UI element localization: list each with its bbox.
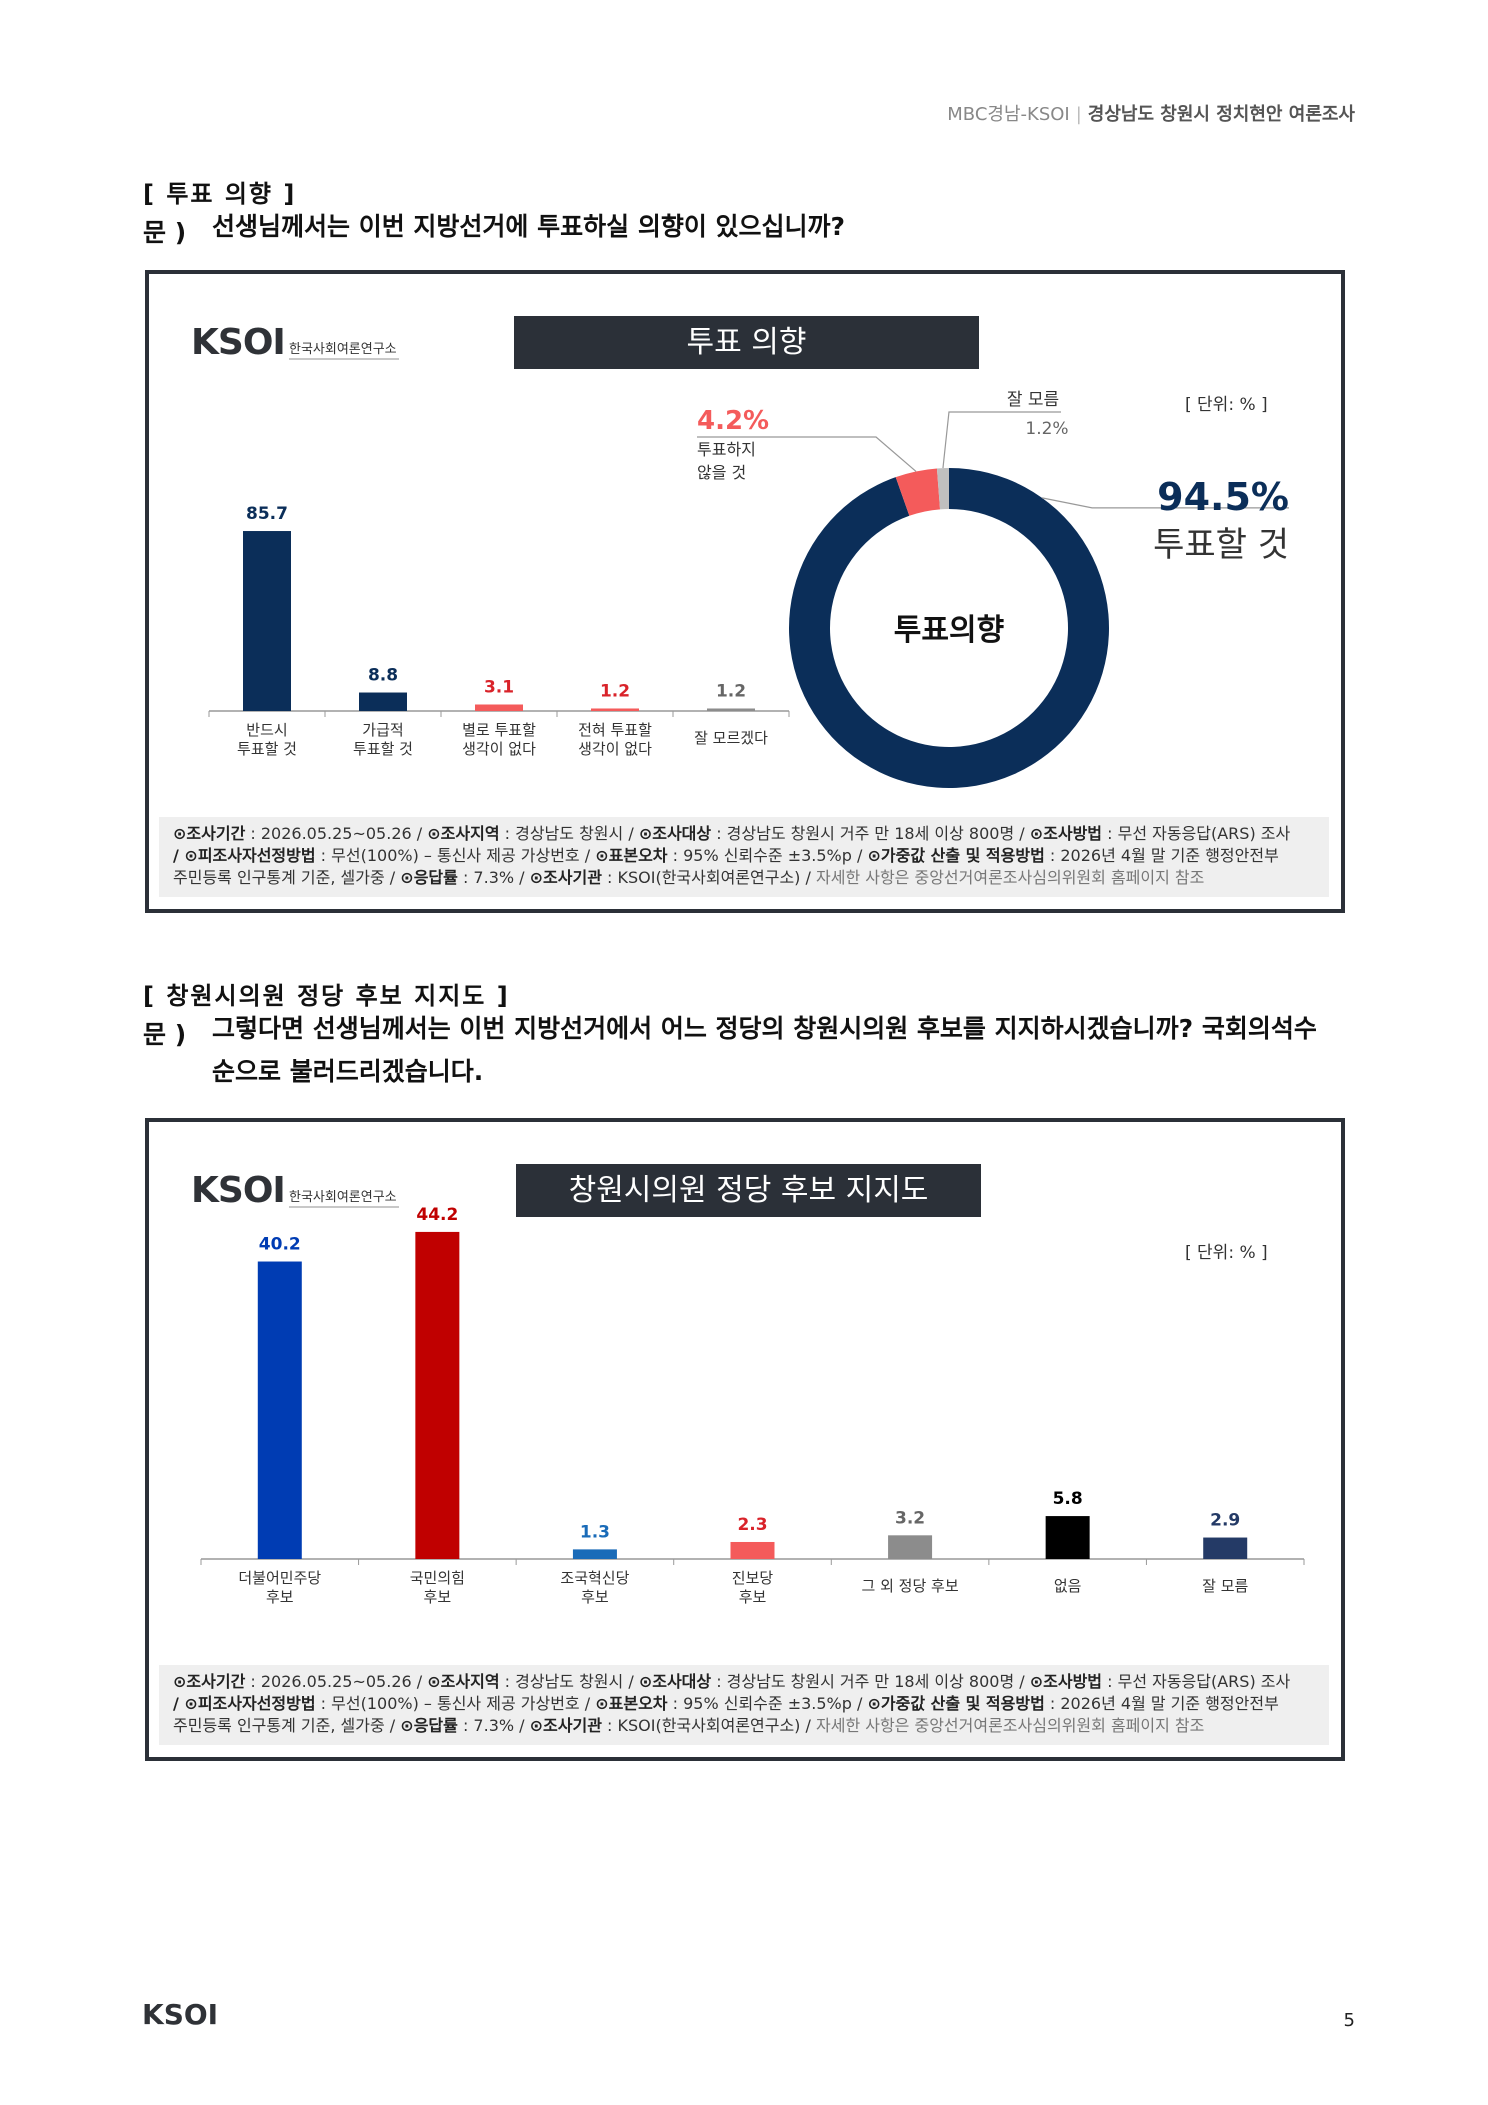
bar-value-label: 3.1 bbox=[484, 677, 514, 697]
category-label: 더불어민주당 bbox=[238, 1569, 321, 1587]
ksoi-logo-icon: KSOI bbox=[191, 322, 286, 363]
bar-value-label: 44.2 bbox=[416, 1205, 458, 1225]
category-label: 후보 bbox=[581, 1588, 609, 1606]
category-label: 전혀 투표할 bbox=[578, 721, 652, 739]
donut-slice bbox=[895, 468, 941, 516]
section2-question-line-1: 그렇다면 선생님께서는 이번 지방선거에서 어느 정당의 창원시의원 후보를 지… bbox=[212, 1014, 1317, 1043]
chart1-logo: KSOI bbox=[191, 322, 286, 363]
bar-value-label: 2.9 bbox=[1210, 1511, 1240, 1531]
category-label: 후보 bbox=[424, 1588, 452, 1606]
donut-center-label: 투표의향 bbox=[894, 613, 1004, 648]
bar-value-label: 1.2 bbox=[716, 681, 746, 701]
category-label: 반드시 bbox=[246, 721, 287, 739]
section1-question-line: 선생님께서는 이번 지방선거에 투표하실 의향이 있으십니까? bbox=[212, 212, 846, 241]
section2-q-prefix: 문 ) bbox=[143, 1020, 187, 1049]
slice-category-label: 투표할 것 bbox=[1153, 525, 1289, 565]
slice-value-label: 1.2% bbox=[1025, 419, 1068, 439]
section1-title: [ 투표 의향 ] bbox=[143, 180, 297, 208]
chart1-footnote: ⊙조사기간 : 2026.05.25~05.26 / ⊙조사지역 : 경상남도 … bbox=[159, 817, 1329, 897]
chart2-logo: KSOI bbox=[191, 1170, 286, 1211]
footnote-line-3: 주민등록 인구통계 기준, 셀가중 / ⊙응답률 : 7.3% / ⊙조사기관 … bbox=[173, 1716, 1205, 1735]
category-label: 투표할 것 bbox=[237, 740, 297, 758]
bar-value-label: 85.7 bbox=[246, 504, 288, 524]
bar-value-label: 3.2 bbox=[895, 1508, 925, 1528]
bar bbox=[730, 1541, 775, 1559]
page-number: 5 bbox=[1343, 2010, 1355, 2031]
page-header: MBC경남-KSOI | 경상남도 창원시 정치현안 여론조사 bbox=[947, 100, 1355, 126]
chart1-frame: KSOI 한국사회여론연구소 투표 의향 [ 단위: % ] 85.7 반드시 투표… bbox=[145, 270, 1345, 913]
category-label: 별로 투표할 bbox=[462, 721, 536, 739]
chart1-logo-underline bbox=[289, 358, 399, 360]
bar bbox=[243, 531, 291, 711]
chart1-title: 투표 의향 bbox=[514, 316, 979, 369]
footnote-line-3: 주민등록 인구통계 기준, 셀가중 / ⊙응답률 : 7.3% / ⊙조사기관 … bbox=[173, 868, 1205, 887]
section2-title: [ 창원시의원 정당 후보 지지도 ] bbox=[143, 982, 510, 1010]
category-label: 투표할 것 bbox=[353, 740, 413, 758]
bar-value-label: 40.2 bbox=[259, 1235, 301, 1255]
slice-value-label: 4.2% bbox=[697, 406, 769, 436]
slice-category-label: 잘 모름 bbox=[1007, 390, 1059, 410]
category-label: 가급적 bbox=[362, 721, 403, 739]
footnote-line-2: / ⊙피조사자선정방법 : 무선(100%) – 통신사 제공 가상번호 / ⊙… bbox=[173, 846, 1279, 865]
bar-value-label: 1.3 bbox=[580, 1522, 610, 1542]
bar-value-label: 5.8 bbox=[1053, 1489, 1083, 1509]
ksoi-logo-icon: KSOI bbox=[191, 1170, 286, 1211]
category-label: 잘 모르겠다 bbox=[694, 729, 768, 747]
chart2-footnote: ⊙조사기간 : 2026.05.25~05.26 / ⊙조사지역 : 경상남도 … bbox=[159, 1665, 1329, 1745]
bar-value-label: 1.2 bbox=[600, 681, 630, 701]
chart2-unit: [ 단위: % ] bbox=[1185, 1243, 1268, 1263]
slice-value-label: 94.5% bbox=[1157, 475, 1289, 519]
bar bbox=[359, 692, 407, 711]
section2-question-line-2: 순으로 불러드리겠습니다. bbox=[212, 1057, 484, 1086]
chart2-svg: 40.2더불어민주당후보44.2국민의힘후보1.3조국혁신당후보2.3진보당후보… bbox=[200, 1205, 1305, 1606]
footnote-line-2: / ⊙피조사자선정방법 : 무선(100%) – 통신사 제공 가상번호 / ⊙… bbox=[173, 1694, 1279, 1713]
header-separator: | bbox=[1075, 104, 1082, 125]
bar bbox=[707, 708, 755, 711]
chart2-title: 창원시의원 정당 후보 지지도 bbox=[516, 1164, 981, 1217]
footer-logo-icon: KSOI bbox=[142, 1998, 219, 2031]
category-label: 후보 bbox=[266, 1588, 294, 1606]
footnote-line-1: ⊙조사기간 : 2026.05.25~05.26 / ⊙조사지역 : 경상남도 … bbox=[173, 824, 1291, 843]
footnote-line-1: ⊙조사기간 : 2026.05.25~05.26 / ⊙조사지역 : 경상남도 … bbox=[173, 1672, 1291, 1691]
section1-q-prefix: 문 ) bbox=[143, 218, 187, 247]
bar bbox=[572, 1549, 617, 1559]
chart1-unit: [ 단위: % ] bbox=[1185, 395, 1268, 415]
leader-line bbox=[697, 436, 917, 472]
category-label: 국민의힘 bbox=[410, 1569, 465, 1587]
bar bbox=[888, 1535, 933, 1559]
leader-line bbox=[942, 411, 1061, 469]
category-label: 그 외 정당 후보 bbox=[862, 1577, 959, 1595]
section2-question: 그렇다면 선생님께서는 이번 지방선거에서 어느 정당의 창원시의원 후보를 지… bbox=[212, 1007, 1317, 1093]
bar bbox=[1203, 1537, 1248, 1559]
category-label: 진보당 bbox=[732, 1569, 774, 1587]
header-left: MBC경남-KSOI bbox=[947, 104, 1070, 125]
category-label: 생각이 없다 bbox=[578, 740, 652, 758]
section1-question: 선생님께서는 이번 지방선거에 투표하실 의향이 있으십니까? bbox=[212, 205, 845, 248]
bar bbox=[1045, 1516, 1090, 1559]
category-label: 없음 bbox=[1054, 1577, 1082, 1595]
category-label: 생각이 없다 bbox=[462, 740, 536, 758]
bar-value-label: 8.8 bbox=[368, 666, 398, 686]
leader-line bbox=[1041, 497, 1289, 509]
chart2-frame: KSOI 한국사회여론연구소 창원시의원 정당 후보 지지도 [ 단위: % ]… bbox=[145, 1118, 1345, 1761]
chart2-logo-underline bbox=[289, 1206, 399, 1208]
category-label: 잘 모름 bbox=[1202, 1577, 1248, 1595]
bar-value-label: 2.3 bbox=[737, 1515, 767, 1535]
category-label: 조국혁신당 bbox=[560, 1569, 629, 1587]
category-label: 후보 bbox=[739, 1588, 767, 1606]
chart2-bars: 40.2더불어민주당후보44.2국민의힘후보1.3조국혁신당후보2.3진보당후보… bbox=[200, 1205, 1305, 1606]
slice-category-label: 투표하지 bbox=[697, 440, 756, 459]
bar bbox=[257, 1261, 302, 1559]
chart2-logo-subtitle: 한국사회여론연구소 bbox=[289, 1190, 397, 1205]
bar bbox=[475, 704, 523, 711]
donut-slice bbox=[936, 468, 949, 510]
chart1-logo-subtitle: 한국사회여론연구소 bbox=[289, 342, 397, 357]
bar bbox=[415, 1231, 460, 1559]
header-right: 경상남도 창원시 정치현안 여론조사 bbox=[1087, 104, 1355, 125]
slice-category-label: 않을 것 bbox=[697, 463, 746, 482]
bar bbox=[591, 708, 639, 711]
